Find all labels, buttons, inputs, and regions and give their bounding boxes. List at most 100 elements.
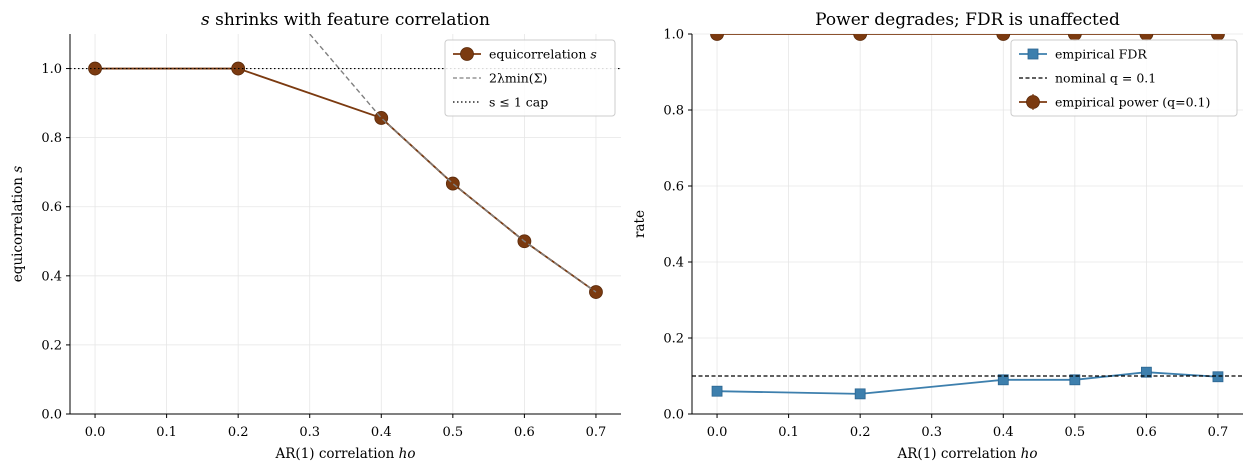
left-y-tick-label-1: 0.2 bbox=[41, 338, 62, 353]
left-legend-entry-0-marker bbox=[460, 47, 474, 61]
right-x-tick-label-4-part: 0.4 bbox=[993, 425, 1014, 440]
left-y-tick-label-1-part: 0.2 bbox=[41, 338, 62, 353]
right-x-tick-label-1: 0.1 bbox=[778, 425, 799, 440]
left-y-axis-label: equicorrelation s bbox=[10, 166, 26, 282]
right-series-0-point-2 bbox=[997, 374, 1009, 386]
left-x-tick-label-1: 0.1 bbox=[156, 425, 177, 440]
right-legend-entry-2-label-part: empirical power (q=0.1) bbox=[1055, 95, 1210, 110]
left-legend-entry-2-label: s ≤ 1 cap bbox=[489, 95, 548, 110]
right-x-tick-label-7-part: 0.7 bbox=[1208, 425, 1229, 440]
right-x-tick-label-0: 0.0 bbox=[707, 425, 728, 440]
left-y-tick-label-3: 0.6 bbox=[41, 200, 62, 215]
right-y-tick-label-2-part: 0.4 bbox=[663, 256, 684, 271]
right-legend-entry-0-marker bbox=[1027, 48, 1039, 60]
right-y-tick-label-1: 0.2 bbox=[663, 332, 684, 347]
right-series-0-point-4 bbox=[1140, 366, 1152, 378]
right-legend-entry-0-label-part: empirical FDR bbox=[1055, 47, 1147, 62]
left-y-tick-label-2: 0.4 bbox=[41, 269, 62, 284]
left-x-axis-label: AR(1) correlation ho bbox=[275, 446, 416, 462]
right-legend-entry-2-label: empirical power (q=0.1) bbox=[1055, 95, 1210, 110]
left-y-tick-label-5-part: 1.0 bbox=[41, 62, 62, 77]
left-x-tick-label-4-part: 0.4 bbox=[371, 425, 392, 440]
left-legend-entry-0-label-part: equicorrelation bbox=[489, 47, 590, 62]
left-x-axis-label-part: ho bbox=[399, 446, 416, 462]
left-x-axis-label-part: AR(1) correlation bbox=[275, 446, 399, 462]
right-series-0-point-1 bbox=[854, 388, 866, 400]
right-x-tick-label-5-part: 0.5 bbox=[1064, 425, 1085, 440]
right-chart-title-part: Power degrades; FDR is unaffected bbox=[815, 10, 1120, 30]
right-y-axis-label-part: rate bbox=[632, 210, 648, 238]
left-y-tick-label-5: 1.0 bbox=[41, 62, 62, 77]
right-y-tick-label-3: 0.6 bbox=[663, 180, 684, 195]
right-chart-panel: 0.0 0.1 0.2 0.3 0.4 0.5 0.6 0.7 0.0 0.2 0.4 0.6 0.8 1… bbox=[632, 10, 1243, 462]
right-series-2-point-2 bbox=[996, 34, 1011, 41]
right-series-2-point-5 bbox=[1211, 34, 1225, 41]
right-x-axis-label-part: AR(1) correlation bbox=[897, 446, 1021, 462]
right-y-tick-label-5: 1.0 bbox=[663, 28, 684, 43]
right-plot-area bbox=[692, 34, 1243, 400]
left-x-tick-label-2: 0.2 bbox=[228, 425, 249, 440]
right-x-tick-label-3-part: 0.3 bbox=[921, 425, 942, 440]
left-x-tick-label-0-part: 0.0 bbox=[85, 425, 106, 440]
right-legend-entry-1-label-part: nominal q = 0.1 bbox=[1055, 71, 1156, 86]
left-x-tick-label-0: 0.0 bbox=[85, 425, 106, 440]
left-legend-entry-1-label: 2λmin(Σ) bbox=[489, 71, 547, 86]
right-series-0-point-0 bbox=[711, 385, 723, 397]
left-legend-entry-2-label-part: s ≤ 1 cap bbox=[489, 95, 548, 110]
right-legend: empirical FDR nominal q = 0.1 empirical po… bbox=[1010, 39, 1238, 117]
right-y-tick-label-4: 0.8 bbox=[663, 104, 684, 119]
right-x-tick-label-7: 0.7 bbox=[1208, 425, 1229, 440]
left-x-tick-label-2-part: 0.2 bbox=[228, 425, 249, 440]
right-legend-entry-1-label: nominal q = 0.1 bbox=[1055, 71, 1156, 86]
left-legend-frame bbox=[444, 39, 616, 117]
left-y-tick-label-4: 0.8 bbox=[41, 131, 62, 146]
left-y-tick-label-0-part: 0.0 bbox=[41, 408, 62, 423]
right-series-0-point-3 bbox=[1069, 374, 1081, 386]
left-legend-entry-0-label-part: s bbox=[590, 47, 596, 62]
left-y-axis-label-part: equicorrelation bbox=[10, 173, 26, 282]
right-x-axis-label-part: ho bbox=[1021, 446, 1038, 462]
right-legend-frame bbox=[1010, 39, 1238, 117]
right-x-tick-label-0-part: 0.0 bbox=[707, 425, 728, 440]
left-legend-entry-1-label-part: 2λmin(Σ) bbox=[489, 71, 547, 86]
left-y-tick-label-2-part: 0.4 bbox=[41, 269, 62, 284]
left-y-axis-label-part: s bbox=[10, 166, 26, 173]
right-y-tick-label-1-part: 0.2 bbox=[663, 332, 684, 347]
right-x-tick-label-2-part: 0.2 bbox=[850, 425, 871, 440]
left-x-tick-label-6: 0.6 bbox=[514, 425, 535, 440]
right-x-tick-label-5: 0.5 bbox=[1064, 425, 1085, 440]
left-x-tick-label-5: 0.5 bbox=[442, 425, 463, 440]
left-y-tick-label-0: 0.0 bbox=[41, 408, 62, 423]
right-x-tick-label-6-part: 0.6 bbox=[1136, 425, 1157, 440]
right-y-tick-label-2: 0.4 bbox=[663, 256, 684, 271]
right-y-tick-label-3-part: 0.6 bbox=[663, 180, 684, 195]
left-chart-title-part: s bbox=[201, 10, 210, 30]
right-y-tick-label-4-part: 0.8 bbox=[663, 104, 684, 119]
right-legend-entry-0-label: empirical FDR bbox=[1055, 47, 1147, 62]
left-x-tick-label-7-part: 0.7 bbox=[586, 425, 607, 440]
left-x-tick-label-4: 0.4 bbox=[371, 425, 392, 440]
left-plot-area bbox=[70, 34, 621, 299]
right-x-tick-label-3: 0.3 bbox=[921, 425, 942, 440]
right-series-2-point-4 bbox=[1139, 34, 1154, 41]
right-series-2-point-1 bbox=[853, 34, 868, 41]
right-x-tick-label-4: 0.4 bbox=[993, 425, 1014, 440]
left-x-tick-label-1-part: 0.1 bbox=[156, 425, 177, 440]
left-y-tick-label-4-part: 0.8 bbox=[41, 131, 62, 146]
right-series-2-point-0 bbox=[710, 34, 724, 41]
left-x-tick-label-3: 0.3 bbox=[299, 425, 320, 440]
left-legend-entry-0-label: equicorrelation s bbox=[489, 47, 597, 62]
left-legend: equicorrelation s 2λmin(Σ) s ≤ 1 cap bbox=[444, 39, 616, 117]
right-x-tick-label-2: 0.2 bbox=[850, 425, 871, 440]
right-y-axis-label: rate bbox=[632, 210, 648, 238]
right-x-axis-label: AR(1) correlation ho bbox=[897, 446, 1038, 462]
right-series-0-line bbox=[717, 371, 1219, 395]
left-chart-title: s shrinks with feature correlation bbox=[201, 10, 490, 30]
right-x-tick-label-1-part: 0.1 bbox=[778, 425, 799, 440]
left-x-tick-label-7: 0.7 bbox=[586, 425, 607, 440]
left-chart-title-part: shrinks with feature correlation bbox=[210, 10, 490, 30]
right-y-tick-label-0-part: 0.0 bbox=[663, 408, 684, 423]
right-chart-title: Power degrades; FDR is unaffected bbox=[815, 10, 1120, 30]
left-series-1-line bbox=[309, 34, 597, 293]
